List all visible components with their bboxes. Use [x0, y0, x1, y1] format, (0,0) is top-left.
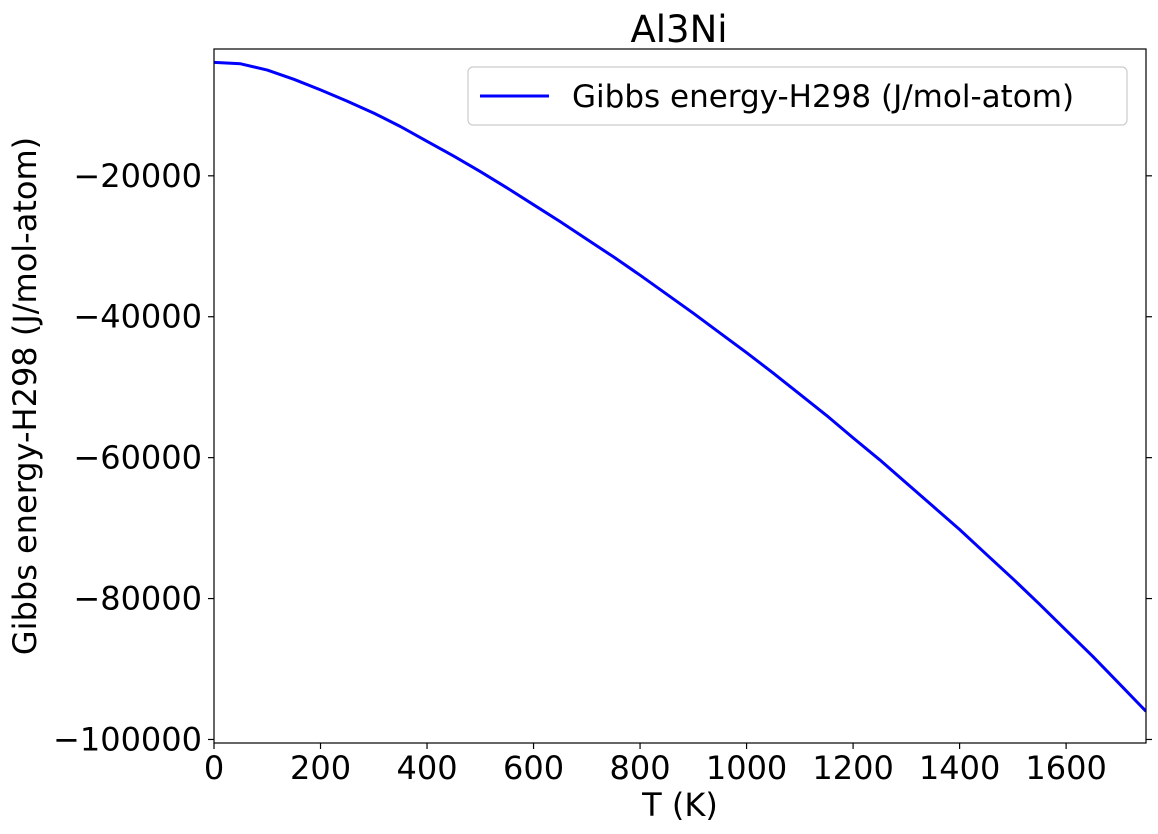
plot-area	[214, 60, 1146, 713]
y-tick-label: −40000	[73, 298, 202, 336]
series-layer	[214, 60, 1146, 713]
y-axis-label: Gibbs energy-H298 (J/mol-atom)	[6, 137, 44, 655]
y-tick-label: −20000	[73, 157, 202, 195]
x-tick-label: 800	[610, 749, 671, 787]
x-tick-label: 1000	[706, 749, 787, 787]
y-tick-label: −80000	[73, 580, 202, 618]
x-tick-label: 400	[396, 749, 457, 787]
y-axis-ticks: −20000 −40000 −60000 −80000 −100000	[53, 157, 1152, 758]
x-tick-label: 200	[290, 749, 351, 787]
x-axis-ticks: 0 200 400 600 800 1000 1200 1400 1600	[204, 743, 1107, 787]
plot-frame	[213, 48, 1147, 744]
x-tick-label: 0	[204, 749, 224, 787]
x-tick-label: 1600	[1025, 749, 1106, 787]
legend-series-label: Gibbs energy-H298 (J/mol-atom)	[572, 79, 1074, 115]
y-tick-label: −60000	[73, 439, 202, 477]
series-line	[214, 60, 1146, 713]
legend-box	[467, 66, 1128, 126]
chart-title: Al3Ni	[630, 8, 727, 51]
x-tick-label: 600	[503, 749, 564, 787]
legend: Gibbs energy-H298 (J/mol-atom)	[467, 66, 1128, 126]
x-tick-label: 1400	[919, 749, 1000, 787]
x-tick-label: 1200	[812, 749, 893, 787]
y-tick-label: −100000	[53, 720, 202, 758]
x-axis-label: T (K)	[641, 786, 718, 824]
